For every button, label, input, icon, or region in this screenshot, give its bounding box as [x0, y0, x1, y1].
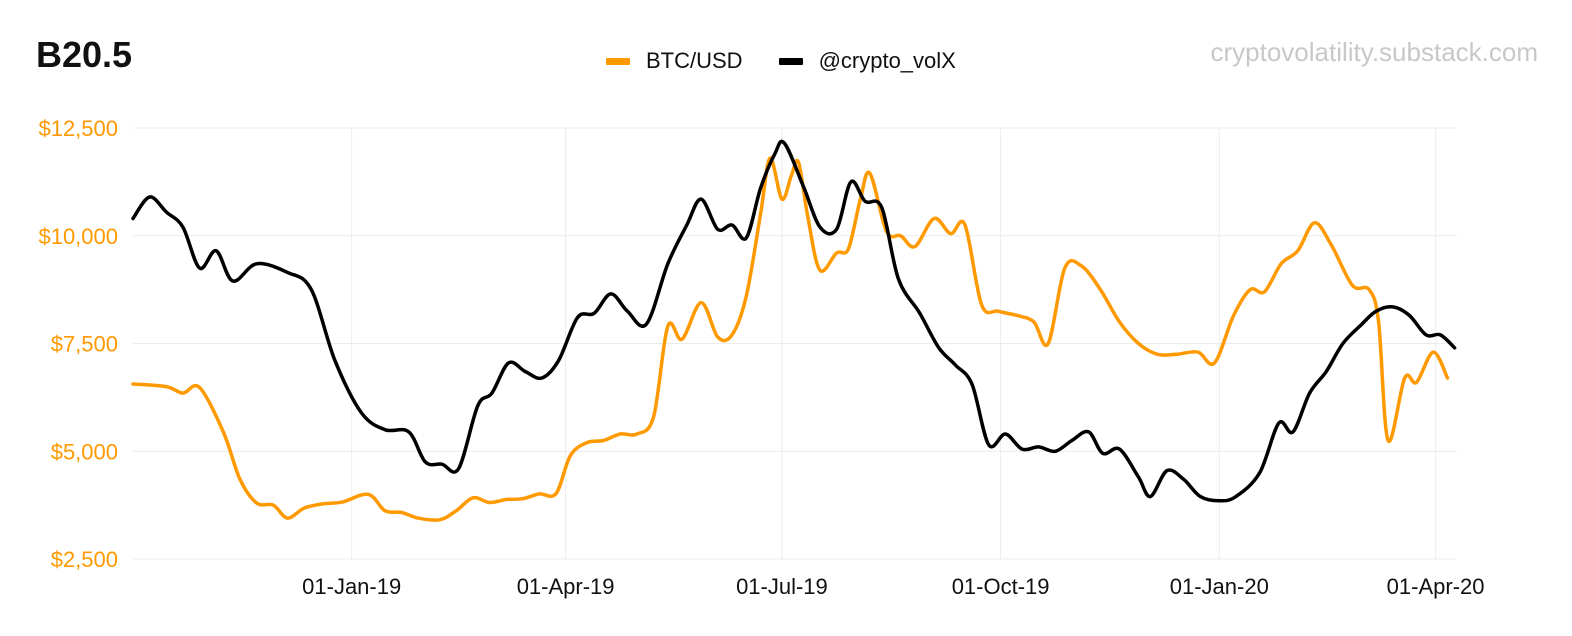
x-tick-label: 01-Apr-19: [517, 574, 615, 599]
series-line-crypto-volx: [131, 139, 1457, 503]
series-group: [131, 139, 1457, 522]
legend-item-btc: BTC/USD: [606, 48, 743, 74]
x-tick-label: 01-Jan-20: [1170, 574, 1269, 599]
x-tick-label: 01-Oct-19: [952, 574, 1050, 599]
grid: [133, 127, 1457, 560]
source-credit: cryptovolatility.substack.com: [1210, 37, 1538, 67]
y-tick-label: $12,500: [38, 116, 118, 141]
y-tick-label: $2,500: [51, 547, 118, 572]
legend-swatch-volx: [778, 57, 803, 65]
legend-item-volx: @crypto_volX: [778, 48, 956, 74]
legend: BTC/USD @crypto_volX: [606, 48, 992, 74]
y-axis: $12,500 $10,000 $7,500 $5,000 $2,500: [38, 116, 118, 572]
x-tick-label: 01-Apr-20: [1387, 574, 1485, 599]
y-tick-label: $5,000: [51, 439, 118, 464]
x-tick-label: 01-Jan-19: [302, 574, 401, 599]
series-line-btc-usd: [131, 156, 1450, 522]
x-axis: 01-Jan-19 01-Apr-19 01-Jul-19 01-Oct-19 01-J…: [302, 574, 1484, 599]
legend-label-btc: BTC/USD: [646, 48, 743, 73]
x-tick-label: 01-Jul-19: [736, 574, 828, 599]
y-tick-label: $7,500: [51, 332, 118, 357]
legend-swatch-btc: [606, 57, 630, 65]
chart-title: B20.5: [36, 34, 133, 75]
legend-label-volx: @crypto_volX: [818, 48, 956, 73]
y-tick-label: $10,000: [38, 224, 118, 249]
